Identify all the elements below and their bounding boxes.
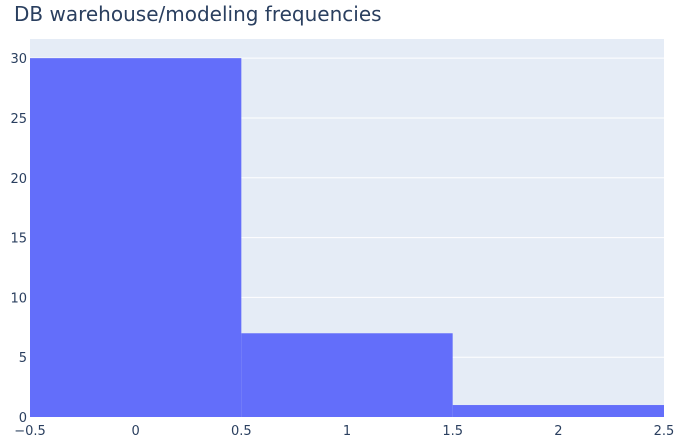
y-tick-label: 25 — [10, 112, 27, 127]
y-tick-label: 5 — [19, 351, 27, 366]
x-tick-label: 1.5 — [442, 424, 463, 439]
x-axis-ticks: −0.5 0 0.5 1 1.5 2 2.5 — [14, 424, 674, 439]
bars — [30, 58, 664, 417]
y-axis-ticks: 0 5 10 15 20 25 30 — [10, 52, 27, 426]
x-tick-label: −0.5 — [14, 424, 46, 439]
x-tick-label: 2.5 — [654, 424, 675, 439]
x-tick-label: 0.5 — [231, 424, 252, 439]
y-tick-label: 20 — [10, 172, 27, 187]
histogram-bar — [241, 333, 453, 417]
x-tick-label: 2 — [554, 424, 562, 439]
y-tick-label: 30 — [10, 52, 27, 67]
x-tick-label: 0 — [132, 424, 140, 439]
chart-title: DB warehouse/modeling frequencies — [14, 2, 382, 26]
histogram-bar — [30, 58, 242, 417]
x-tick-label: 1 — [343, 424, 351, 439]
y-tick-label: 10 — [10, 291, 27, 306]
y-tick-label: 0 — [19, 411, 27, 426]
histogram-bar — [452, 405, 664, 417]
y-tick-label: 15 — [10, 232, 27, 247]
